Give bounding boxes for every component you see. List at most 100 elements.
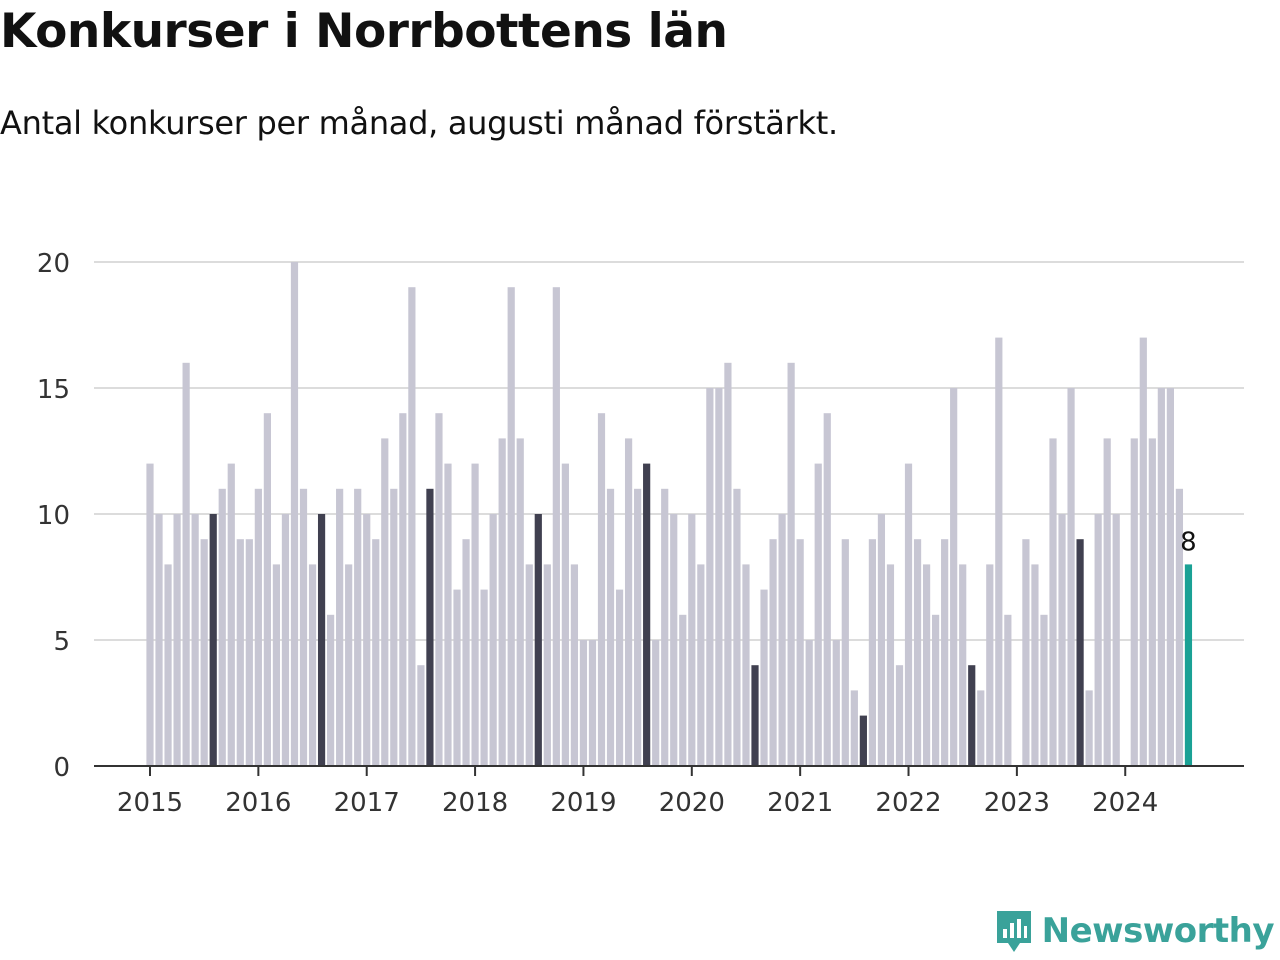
y-tick-label: 5 (53, 627, 70, 657)
bar (832, 640, 840, 766)
bar (435, 413, 443, 766)
bar (643, 463, 651, 766)
bar (1139, 337, 1147, 766)
bar (1166, 388, 1174, 766)
bar (507, 287, 515, 766)
bar (516, 438, 524, 766)
bar (453, 589, 461, 766)
bar (263, 413, 271, 766)
bar (381, 438, 389, 766)
bar (895, 665, 904, 766)
x-tick-label: 2015 (117, 788, 183, 818)
brand-logo: Newsworthy (994, 908, 1275, 954)
x-tick-label: 2017 (334, 788, 400, 818)
bar (995, 337, 1003, 766)
bar (1058, 514, 1066, 766)
bar (399, 413, 407, 766)
bar (299, 488, 308, 766)
bar (209, 514, 217, 766)
bar (1049, 438, 1057, 766)
bar (426, 488, 434, 766)
bar (336, 488, 344, 766)
bar (272, 564, 281, 766)
bar (823, 413, 831, 766)
bar (877, 514, 886, 766)
bar (498, 438, 506, 766)
bar (913, 539, 922, 766)
bar (290, 262, 299, 766)
bar (688, 514, 696, 766)
bar (327, 614, 335, 766)
bar (814, 463, 822, 766)
bar (904, 463, 913, 766)
bar (227, 463, 235, 766)
bar (679, 614, 687, 766)
newsworthy-logo-icon (996, 911, 1031, 952)
x-tick-label: 2018 (442, 788, 508, 818)
bar (1085, 690, 1093, 766)
x-tick-label: 2016 (225, 788, 291, 818)
x-tick-label: 2019 (550, 788, 616, 818)
bar (200, 539, 208, 766)
bar (724, 362, 732, 766)
bar (670, 514, 678, 766)
x-tick-label: 2024 (1092, 788, 1158, 818)
bar (624, 438, 633, 766)
bar (308, 564, 317, 766)
bar (417, 665, 425, 766)
bar (597, 413, 606, 766)
x-tick-label: 2022 (875, 788, 941, 818)
bar (850, 690, 858, 766)
bar (968, 665, 976, 766)
bar (146, 463, 154, 766)
bar (444, 463, 452, 766)
bar (579, 640, 588, 766)
bar (1076, 539, 1084, 766)
bar (534, 514, 542, 766)
bar (661, 488, 669, 766)
y-tick-label: 0 (53, 753, 70, 783)
bar (615, 589, 624, 766)
bar (733, 488, 741, 766)
bar (471, 463, 479, 766)
bar (164, 564, 172, 766)
bar (480, 589, 488, 766)
bar (697, 564, 705, 766)
bar (805, 640, 813, 766)
bar (706, 388, 714, 766)
bar (191, 514, 199, 766)
bar (941, 539, 949, 766)
bar (922, 564, 931, 766)
bar (986, 564, 994, 766)
bar (408, 287, 416, 766)
bar (886, 564, 895, 766)
bar (1175, 488, 1184, 766)
bar (796, 539, 804, 766)
bar (1004, 614, 1012, 766)
bar (1130, 438, 1138, 766)
chart-subtitle: Antal konkurser per månad, augusti månad… (0, 104, 838, 142)
bar (218, 488, 226, 766)
bar (841, 539, 849, 766)
bar (1148, 438, 1156, 766)
bar (254, 488, 262, 766)
bar (868, 539, 876, 766)
bar (1040, 614, 1048, 766)
brand-name: Newsworthy (1041, 911, 1275, 951)
bar (1112, 514, 1120, 766)
bar (236, 539, 244, 766)
x-tick-label: 2023 (984, 788, 1050, 818)
bar (570, 564, 579, 766)
data-label: 8 (1180, 527, 1197, 557)
bar (588, 640, 597, 766)
bar (634, 488, 642, 766)
bar (977, 690, 985, 766)
bar (182, 362, 190, 766)
x-tick-label: 2020 (659, 788, 725, 818)
bar (155, 514, 163, 766)
bar (1157, 388, 1165, 766)
bar (245, 539, 253, 766)
bar (390, 488, 398, 766)
bar (317, 514, 326, 766)
bar (715, 388, 723, 766)
